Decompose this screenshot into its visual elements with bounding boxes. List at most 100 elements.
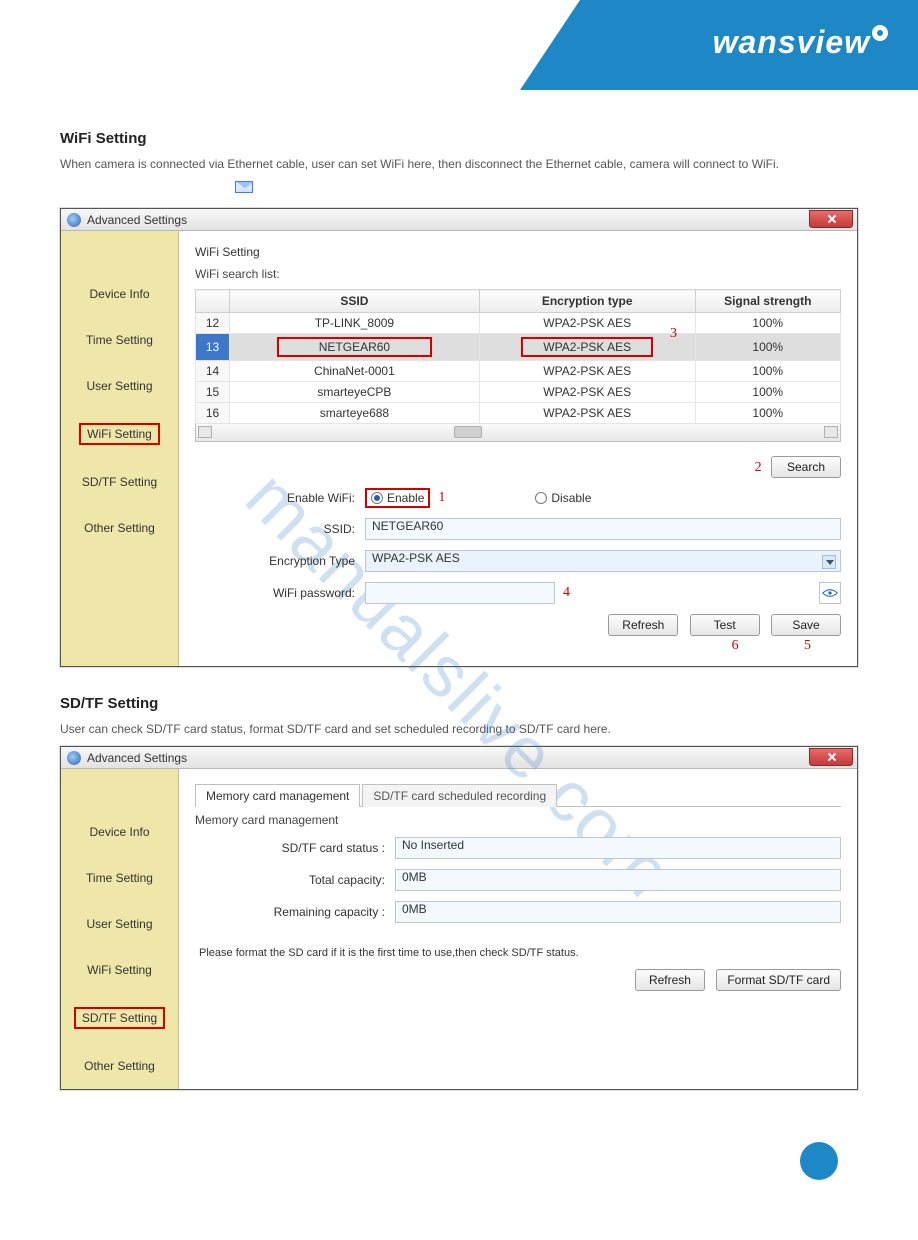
enable-radio[interactable] [371,492,383,504]
row-enc: WPA2-PSK AES [479,382,695,403]
remaining-capacity-label: Remaining capacity : [195,905,395,919]
col-ssid: SSID [230,290,480,313]
sidebar-item-user-setting[interactable]: User Setting [80,915,158,933]
settings-sidebar: Device Info Time Setting User Setting Wi… [61,231,179,666]
sdtf-settings-window: Advanced Settings Device Info Time Setti… [60,746,858,1090]
table-row[interactable]: 12 TP-LINK_8009 WPA2-PSK AES 100% [196,313,841,334]
row-idx: 13 [196,334,230,361]
tab-scheduled-recording[interactable]: SD/TF card scheduled recording [362,784,557,807]
sidebar-item-wifi-setting[interactable]: WiFi Setting [81,961,158,979]
row-ssid: NETGEAR60 [230,334,480,361]
sdtf-section-title: SD/TF Setting [60,695,858,712]
row-idx: 14 [196,361,230,382]
brand-logo: wansview [713,24,888,61]
row-enc: WPA2-PSK AES [479,361,695,382]
total-capacity-label: Total capacity: [195,873,395,887]
sdtf-main-panel: Memory card management SD/TF card schedu… [179,769,857,1089]
enc-type-value: WPA2-PSK AES [372,551,460,565]
row-enc: WPA2-PSK AES [479,334,695,361]
enc-type-label: Encryption Type [195,554,365,568]
settings-sidebar: Device Info Time Setting User Setting Wi… [61,769,179,1089]
sidebar-item-other-setting[interactable]: Other Setting [78,519,161,537]
annotation-6: 6 [732,638,739,653]
enable-wifi-label: Enable WiFi: [195,491,365,505]
row-ssid: TP-LINK_8009 [230,313,480,334]
wifi-password-input[interactable] [365,582,555,604]
sidebar-item-sdtf-setting[interactable]: SD/TF Setting [74,1007,165,1029]
panel-subheading: Memory card management [195,813,841,827]
row-sig: 100% [695,361,840,382]
window-titlebar: Advanced Settings [61,747,857,769]
sidebar-item-user-setting[interactable]: User Setting [80,377,158,395]
annotation-1: 1 [438,490,445,506]
col-enc: Encryption type [479,290,695,313]
tab-strip: Memory card management SD/TF card schedu… [195,783,841,807]
window-close-button[interactable] [809,210,853,228]
enc-type-select[interactable]: WPA2-PSK AES [365,550,841,572]
mail-icon [235,181,253,193]
tab-memory-card-management[interactable]: Memory card management [195,784,360,807]
remaining-capacity-value: 0MB [395,901,841,923]
wifi-password-label: WiFi password: [195,586,365,600]
disable-radio[interactable] [535,492,547,504]
row-sig: 100% [695,403,840,424]
row-sig: 100% [695,382,840,403]
window-sysicon [67,751,81,765]
sidebar-item-time-setting[interactable]: Time Setting [80,869,159,887]
row-sig: 100% [695,313,840,334]
row-enc: WPA2-PSK AES [479,313,695,334]
sidebar-item-device-info[interactable]: Device Info [83,823,155,841]
window-titlebar: Advanced Settings [61,209,857,231]
refresh-button[interactable]: Refresh [635,969,705,991]
show-password-eye-icon[interactable] [819,582,841,604]
annotation-3: 3 [670,326,677,342]
row-ssid: smarteyeCPB [230,382,480,403]
wifi-search-table: SSID Encryption type Signal strength 12 … [195,289,841,424]
format-note: Please format the SD card if it is the f… [199,947,841,959]
table-row[interactable]: 16 smarteye688 WPA2-PSK AES 100% [196,403,841,424]
annotation-5: 5 [804,638,811,653]
ssid-input[interactable]: NETGEAR60 [365,518,841,540]
row-idx: 12 [196,313,230,334]
row-ssid: ChinaNet-0001 [230,361,480,382]
wifi-section-title: WiFi Setting [60,130,858,147]
sidebar-item-sdtf-setting[interactable]: SD/TF Setting [76,473,163,491]
wifi-settings-window: Advanced Settings Device Info Time Setti… [60,208,858,667]
table-row[interactable]: 14 ChinaNet-0001 WPA2-PSK AES 100% [196,361,841,382]
disable-radio-label: Disable [551,491,591,505]
test-button[interactable]: Test [690,614,760,636]
table-row[interactable]: 15 smarteyeCPB WPA2-PSK AES 100% [196,382,841,403]
sdtf-section-desc: User can check SD/TF card status, format… [60,720,858,738]
table-row[interactable]: 13 NETGEAR60 WPA2-PSK AES 100% [196,334,841,361]
card-status-label: SD/TF card status : [195,841,395,855]
window-close-button[interactable] [809,748,853,766]
page-number-circle [800,1142,838,1180]
row-idx: 15 [196,382,230,403]
window-title: Advanced Settings [87,751,809,765]
annotation-2: 2 [755,460,762,475]
row-ssid: smarteye688 [230,403,480,424]
save-button[interactable]: Save [771,614,841,636]
card-status-value: No Inserted [395,837,841,859]
col-idx [196,290,230,313]
window-title: Advanced Settings [87,213,809,227]
brand-logo-eye-icon [872,25,888,41]
sidebar-item-device-info[interactable]: Device Info [83,285,155,303]
brand-logo-text: wansview [713,24,870,61]
panel-heading: WiFi Setting [195,245,841,259]
row-idx: 16 [196,403,230,424]
ssid-label: SSID: [195,522,365,536]
sidebar-item-other-setting[interactable]: Other Setting [78,1057,161,1075]
wifi-section-desc: When camera is connected via Ethernet ca… [60,155,858,173]
sidebar-item-wifi-setting[interactable]: WiFi Setting [79,423,160,445]
table-hscrollbar[interactable] [195,424,841,442]
enable-radio-label: Enable [387,491,424,505]
refresh-button[interactable]: Refresh [608,614,678,636]
total-capacity-value: 0MB [395,869,841,891]
row-sig: 100% [695,334,840,361]
page-header-banner: wansview [0,0,918,90]
format-sd-button[interactable]: Format SD/TF card [716,969,841,991]
sidebar-item-time-setting[interactable]: Time Setting [80,331,159,349]
window-sysicon [67,213,81,227]
search-button[interactable]: Search [771,456,841,478]
